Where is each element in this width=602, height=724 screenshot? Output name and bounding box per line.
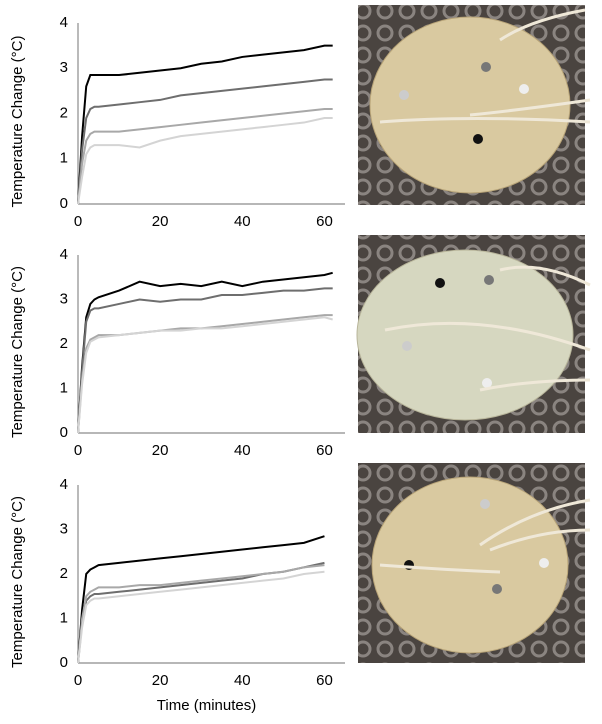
photo-1 [358, 5, 591, 205]
x-tick-label: 0 [74, 213, 82, 230]
line [77, 316, 333, 434]
y-tick-label: 3 [60, 59, 68, 76]
y-axis-label: Temperature Change (°C) [9, 36, 26, 208]
photo-3 [358, 463, 591, 663]
x-tick-label: 40 [234, 213, 251, 230]
line [77, 78, 333, 205]
line [77, 271, 333, 434]
y-axis-label: Temperature Change (°C) [9, 496, 26, 668]
y-tick-label: 0 [60, 654, 68, 671]
y-tick-label: 4 [60, 246, 68, 263]
x-tick-label: 0 [74, 442, 82, 459]
y-tick-label: 3 [60, 290, 68, 307]
y-tick-label: 1 [60, 609, 68, 626]
x-axis-label: Time (minutes) [157, 697, 256, 714]
line [77, 570, 325, 664]
x-tick-label: 0 [74, 672, 82, 689]
y-tick-label: 2 [60, 104, 68, 121]
y-tick-label: 1 [60, 150, 68, 167]
line [77, 535, 325, 664]
y-tick-label: 0 [60, 424, 68, 441]
x-tick-label: 40 [234, 672, 251, 689]
x-tick-label: 20 [152, 442, 169, 459]
y-tick-label: 3 [60, 520, 68, 537]
x-tick-label: 40 [234, 442, 251, 459]
line [77, 117, 333, 205]
x-tick-label: 60 [316, 442, 333, 459]
y-tick-label: 4 [60, 476, 68, 493]
x-tick-label: 60 [316, 672, 333, 689]
y-tick-label: 1 [60, 379, 68, 396]
x-tick-label: 20 [152, 672, 169, 689]
y-tick-label: 2 [60, 335, 68, 352]
x-tick-label: 20 [152, 213, 169, 230]
y-tick-label: 0 [60, 195, 68, 212]
y-tick-label: 4 [60, 14, 68, 31]
line [77, 564, 325, 664]
line [77, 107, 333, 205]
y-axis-label: Temperature Change (°C) [9, 266, 26, 438]
photo-2 [356, 235, 591, 433]
line [77, 314, 333, 434]
x-tick-label: 60 [316, 213, 333, 230]
y-tick-label: 2 [60, 565, 68, 582]
line [77, 44, 333, 205]
line [77, 287, 333, 434]
